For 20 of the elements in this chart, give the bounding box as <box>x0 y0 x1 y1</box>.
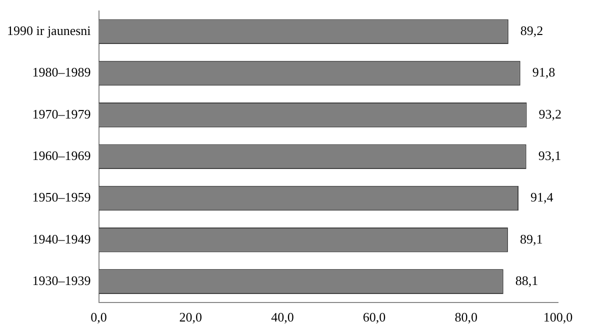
x-tick-label: 40,0 <box>271 310 294 325</box>
data-label: 88,1 <box>515 272 538 288</box>
y-tick-label: 1950–1959 <box>32 190 91 205</box>
data-label: 89,1 <box>520 231 543 246</box>
x-tick-label: 60,0 <box>362 310 386 325</box>
data-label: 93,2 <box>538 106 562 122</box>
y-tick-label: 1990 ir jaunesni <box>7 23 92 38</box>
data-label: 91,4 <box>530 190 554 205</box>
data-label: 93,1 <box>538 148 562 164</box>
x-tick-label: 100,0 <box>543 310 573 325</box>
y-tick-label: 1980–1989 <box>32 64 91 80</box>
data-label: 91,8 <box>532 64 556 80</box>
y-tick-label: 1930–1939 <box>32 272 91 288</box>
data-label: 89,2 <box>520 23 544 38</box>
y-tick-label: 1970–1979 <box>32 106 91 122</box>
y-tick-label: 1940–1949 <box>32 231 91 246</box>
x-tick-label: 20,0 <box>179 310 202 325</box>
x-tick-label: 80,0 <box>454 310 478 325</box>
y-tick-label: 1960–1969 <box>32 148 91 164</box>
x-tick-label: 0,0 <box>90 310 107 325</box>
